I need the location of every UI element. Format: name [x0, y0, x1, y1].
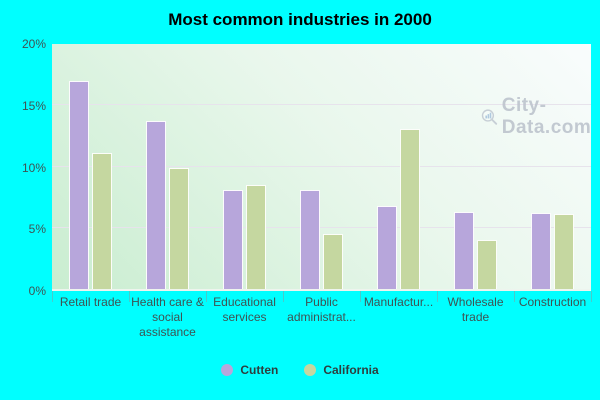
x-axis-label-6: Construction — [518, 295, 587, 309]
legend-item-cutten: Cutten — [221, 363, 278, 377]
x-axis-label-5: Wholesale trade — [447, 295, 504, 324]
bar-california-1 — [169, 167, 189, 289]
y-axis-label-10%: 10% — [21, 160, 46, 175]
x-tick-7 — [591, 291, 592, 302]
y-axis-label-5%: 5% — [28, 222, 46, 237]
bar-cutten-0 — [69, 80, 89, 289]
bar-california-4 — [400, 128, 420, 289]
bar-cutten-1 — [146, 121, 166, 289]
bar-groups — [52, 44, 591, 289]
x-tick-3 — [283, 291, 284, 302]
x-tick-1 — [129, 291, 130, 302]
y-axis-label-20%: 20% — [21, 37, 46, 51]
gridline-10 — [52, 165, 591, 167]
x-tick-6 — [514, 291, 515, 302]
legend-dot-cutten — [221, 364, 234, 376]
y-axis-label-0%: 0% — [28, 284, 46, 298]
chart-title: Most common industries in 2000 — [168, 10, 432, 29]
bar-group-2 — [206, 44, 283, 289]
bar-california-6 — [554, 214, 574, 289]
legend-dot-california — [304, 364, 317, 376]
bar-cutten-3 — [300, 189, 320, 289]
legend-label-cutten: Cutten — [240, 363, 279, 377]
bar-group-4 — [360, 44, 437, 289]
bar-california-0 — [92, 153, 112, 289]
bar-california-3 — [323, 233, 343, 289]
x-axis: Retail trade Health care & social assista… — [52, 295, 591, 340]
x-tick-2 — [206, 291, 207, 302]
bar-california-2 — [246, 184, 266, 289]
x-axis-label-1: Health care & social assistance — [131, 295, 204, 339]
gridline-15 — [52, 104, 591, 106]
bar-cutten-5 — [454, 211, 474, 289]
bar-group-5 — [437, 44, 514, 289]
x-axis-label-3: Public administrat... — [287, 295, 356, 324]
city-data-logo-icon — [481, 109, 498, 125]
x-tick-4 — [360, 291, 361, 302]
x-axis-label-0: Retail trade — [59, 295, 122, 309]
legend-item-california: California — [304, 363, 379, 377]
watermark: City-Data.com — [480, 95, 599, 139]
bar-cutten-6 — [531, 213, 551, 289]
bar-california-5 — [477, 240, 497, 289]
bar-group-1 — [129, 44, 206, 289]
x-tick-0 — [52, 291, 53, 302]
bar-group-3 — [283, 44, 360, 289]
x-axis-label-4: Manufactur... — [363, 295, 434, 309]
bar-cutten-2 — [223, 189, 243, 289]
x-tick-5 — [437, 291, 438, 302]
legend-label-california: California — [323, 363, 379, 377]
legend: Cutten California — [0, 363, 600, 377]
bar-cutten-4 — [377, 205, 397, 289]
bar-group-6 — [514, 44, 591, 289]
gridline-5 — [52, 226, 591, 228]
plot-area: City-Data.com — [52, 44, 591, 291]
bar-group-0 — [52, 44, 129, 289]
watermark-text: City-Data.com — [501, 95, 592, 138]
y-axis-label-15%: 15% — [21, 98, 46, 113]
x-axis-label-2: Educational services — [213, 295, 276, 324]
